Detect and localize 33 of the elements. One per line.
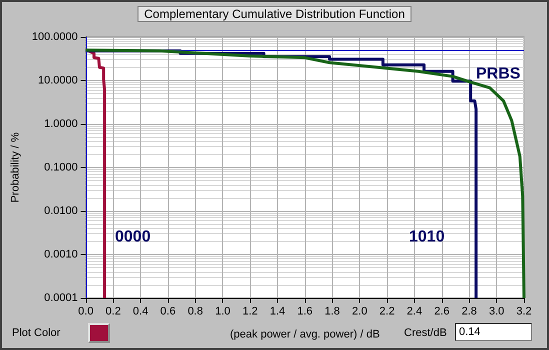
x-tick-label: 1.4: [270, 306, 286, 318]
x-tick-label: 2.4: [406, 306, 422, 318]
text-field: 0.14: [455, 323, 532, 341]
y-tick-label: 0.0001: [44, 292, 78, 304]
annotation: 1010: [409, 228, 445, 246]
annotation: PRBS: [476, 66, 521, 82]
y-tick-label: 0.0010: [44, 248, 78, 260]
text: Plot Color: [12, 327, 60, 339]
x-tick-label: 0.4: [132, 306, 148, 318]
y-axis-title: Probability / %: [10, 132, 22, 203]
y-tick-label: 0.0100: [44, 205, 78, 217]
x-tick-label: 0.8: [188, 306, 203, 318]
x-tick-label: 2.8: [462, 306, 477, 318]
x-tick-label: 1.8: [324, 306, 340, 318]
x-tick-label: 3.0: [488, 306, 504, 318]
x-tick-label: 1.0: [215, 306, 230, 318]
y-tick-label: 1.0000: [44, 118, 78, 130]
chart-title: Complementary Cumulative Distribution Function: [144, 7, 405, 21]
x-tick-label: 1.2: [242, 306, 258, 318]
x-tick-label: 2.6: [434, 306, 450, 318]
x-tick-label: 0.6: [160, 306, 176, 318]
annotation: 0000: [115, 228, 151, 246]
x-tick-label: 3.2: [516, 306, 532, 318]
x-tick-label: 0.2: [106, 306, 121, 318]
x-tick-label: 2.0: [352, 306, 368, 318]
x-axis-title: (peak power / avg. power) / dB: [230, 328, 380, 340]
y-tick-label: 10.0000: [38, 74, 78, 86]
y-tick-label: 100.0000: [32, 31, 78, 43]
x-tick-label: 2.2: [379, 306, 395, 318]
x-tick-label: 1.6: [297, 306, 313, 318]
x-tick-label: 0.0: [78, 306, 94, 318]
y-tick-label: 0.1000: [44, 162, 78, 174]
text: Crest/dB: [404, 327, 447, 339]
